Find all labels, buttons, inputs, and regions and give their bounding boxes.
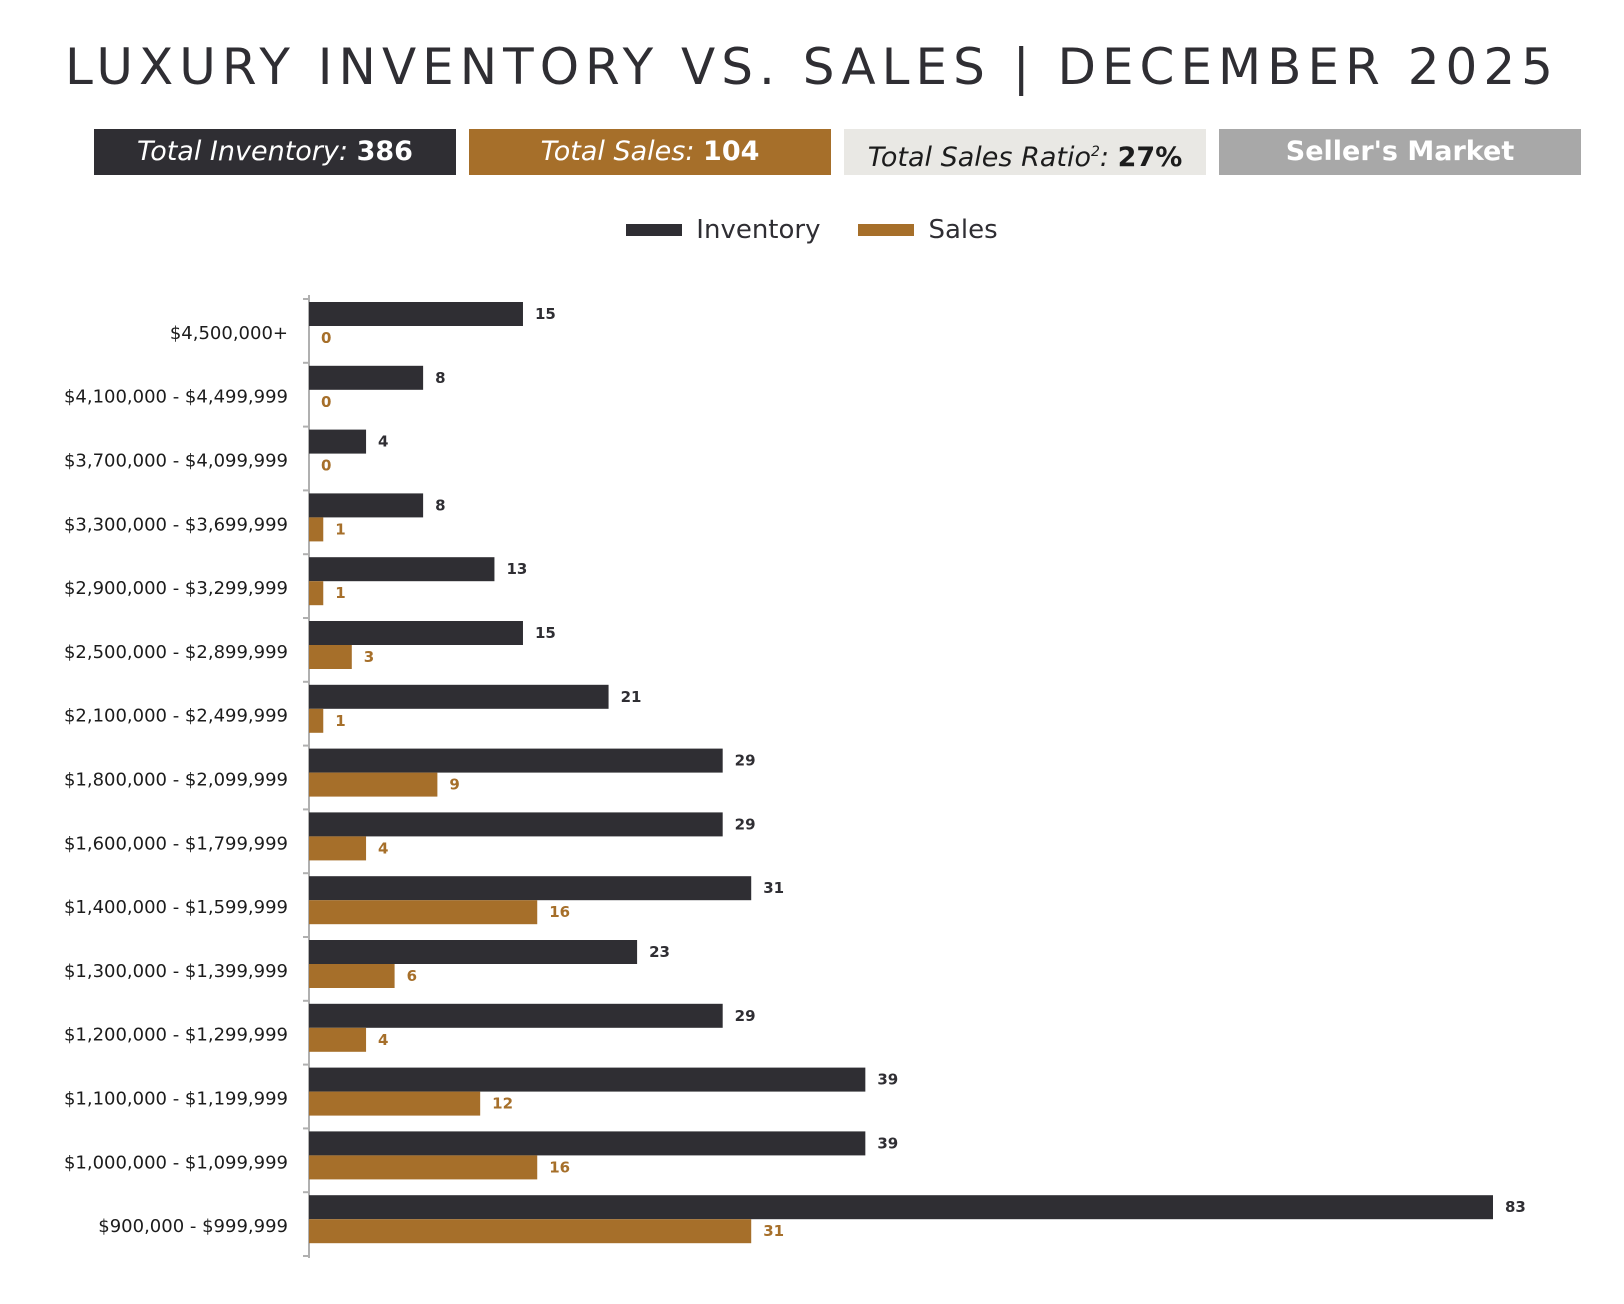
- category-label: $4,500,000+: [170, 323, 288, 344]
- bar-sales: [309, 836, 367, 861]
- data-label-sales: 16: [549, 903, 570, 921]
- category-label: $2,100,000 - $2,499,999: [64, 706, 288, 727]
- legend-label-sales: Sales: [928, 215, 998, 245]
- data-label-sales: 1: [335, 712, 345, 730]
- data-label-inventory: 29: [735, 815, 756, 833]
- market-status-badge: Seller's Market: [1219, 129, 1581, 175]
- data-label-sales: 16: [549, 1158, 570, 1176]
- data-label-inventory: 4: [378, 433, 388, 451]
- bar-inventory: [309, 557, 495, 582]
- data-label-inventory: 83: [1505, 1198, 1526, 1216]
- bar-inventory: [309, 1067, 866, 1092]
- bar-sales: [309, 645, 352, 669]
- data-label-sales: 4: [378, 1031, 388, 1049]
- bar-sales: [309, 964, 395, 988]
- category-label: $1,600,000 - $1,799,999: [64, 833, 288, 854]
- data-label-inventory: 8: [435, 496, 445, 514]
- bar-sales: [309, 1027, 367, 1052]
- bar-inventory: [309, 429, 367, 454]
- bar-sales: [309, 1091, 481, 1116]
- data-label-sales: 6: [407, 967, 417, 985]
- data-label-sales: 1: [335, 584, 345, 602]
- market-status-label: Seller's Market: [1285, 136, 1515, 167]
- bar-inventory: [309, 621, 523, 645]
- data-label-inventory: 39: [877, 1134, 898, 1152]
- bar-sales: [309, 581, 324, 606]
- footnote-marker: 2: [1091, 144, 1100, 160]
- category-label: $4,100,000 - $4,499,999: [64, 387, 288, 408]
- bar-inventory: [309, 876, 752, 901]
- bar-inventory: [309, 684, 609, 709]
- bar-sales: [309, 1155, 538, 1180]
- total-sales-value: 104: [703, 136, 760, 167]
- total-sales-ratio-badge: Total Sales Ratio2: 27%: [844, 129, 1206, 175]
- data-label-sales: 0: [321, 329, 331, 347]
- total-inventory-value: 386: [356, 136, 413, 167]
- ratio-colon: :: [1099, 142, 1110, 173]
- data-label-inventory: 39: [877, 1071, 898, 1089]
- bar-inventory: [309, 812, 723, 837]
- total-sales-label: Total Sales:: [540, 136, 695, 167]
- category-label: $2,500,000 - $2,899,999: [64, 642, 288, 663]
- category-label: $1,300,000 - $1,399,999: [64, 961, 288, 982]
- category-label: $2,900,000 - $3,299,999: [64, 578, 288, 599]
- category-label: $3,300,000 - $3,699,999: [64, 514, 288, 535]
- bar-inventory: [309, 1131, 866, 1156]
- bar-inventory: [309, 302, 523, 326]
- chart-legend: Inventory Sales: [0, 210, 1624, 250]
- data-label-inventory: 15: [535, 305, 556, 323]
- category-label: $1,200,000 - $1,299,999: [64, 1025, 288, 1046]
- category-label: $3,700,000 - $4,099,999: [64, 451, 288, 472]
- bar-inventory: [309, 493, 424, 518]
- data-label-inventory: 29: [735, 1007, 756, 1025]
- data-label-inventory: 13: [506, 560, 527, 578]
- bar-sales: [309, 517, 324, 542]
- data-label-sales: 12: [492, 1095, 513, 1113]
- legend-label-inventory: Inventory: [696, 215, 821, 245]
- chart-title: LUXURY INVENTORY VS. SALES | DECEMBER 20…: [65, 38, 1559, 96]
- category-label: $1,400,000 - $1,599,999: [64, 897, 288, 918]
- data-label-sales: 0: [321, 457, 331, 475]
- data-label-sales: 31: [763, 1222, 784, 1240]
- data-label-sales: 0: [321, 393, 331, 411]
- legend-item-inventory: Inventory: [626, 215, 820, 245]
- total-sales-ratio-label: Total Sales Ratio: [867, 142, 1091, 173]
- data-label-sales: 3: [364, 648, 374, 666]
- data-label-sales: 1: [335, 520, 345, 538]
- legend-swatch-sales: [858, 224, 915, 236]
- data-label-inventory: 15: [535, 624, 556, 642]
- category-label: $1,800,000 - $2,099,999: [64, 770, 288, 791]
- legend-swatch-inventory: [626, 224, 683, 236]
- total-inventory-badge: Total Inventory: 386: [94, 129, 456, 175]
- data-label-inventory: 21: [621, 688, 642, 706]
- bar-inventory: [309, 1003, 723, 1028]
- total-inventory-label: Total Inventory:: [137, 136, 348, 167]
- bar-sales: [309, 900, 538, 925]
- bar-inventory: [309, 365, 424, 390]
- bar-inventory: [309, 940, 638, 964]
- data-label-inventory: 31: [763, 879, 784, 897]
- data-label-inventory: 23: [649, 943, 670, 961]
- total-sales-badge: Total Sales: 104: [469, 129, 831, 175]
- bar-sales: [309, 1219, 752, 1244]
- bar-sales: [309, 772, 438, 797]
- data-label-inventory: 8: [435, 369, 445, 387]
- data-label-sales: 9: [449, 776, 459, 794]
- data-label-inventory: 29: [735, 752, 756, 770]
- legend-item-sales: Sales: [858, 215, 998, 245]
- category-label: $1,000,000 - $1,099,999: [64, 1152, 288, 1173]
- bar-inventory: [309, 1195, 1493, 1220]
- bar-sales: [309, 708, 324, 733]
- bar-inventory: [309, 748, 723, 773]
- category-label: $900,000 - $999,999: [98, 1216, 288, 1237]
- total-sales-ratio-value: 27%: [1117, 142, 1183, 173]
- category-label: $1,100,000 - $1,199,999: [64, 1089, 288, 1110]
- data-label-sales: 4: [378, 839, 388, 857]
